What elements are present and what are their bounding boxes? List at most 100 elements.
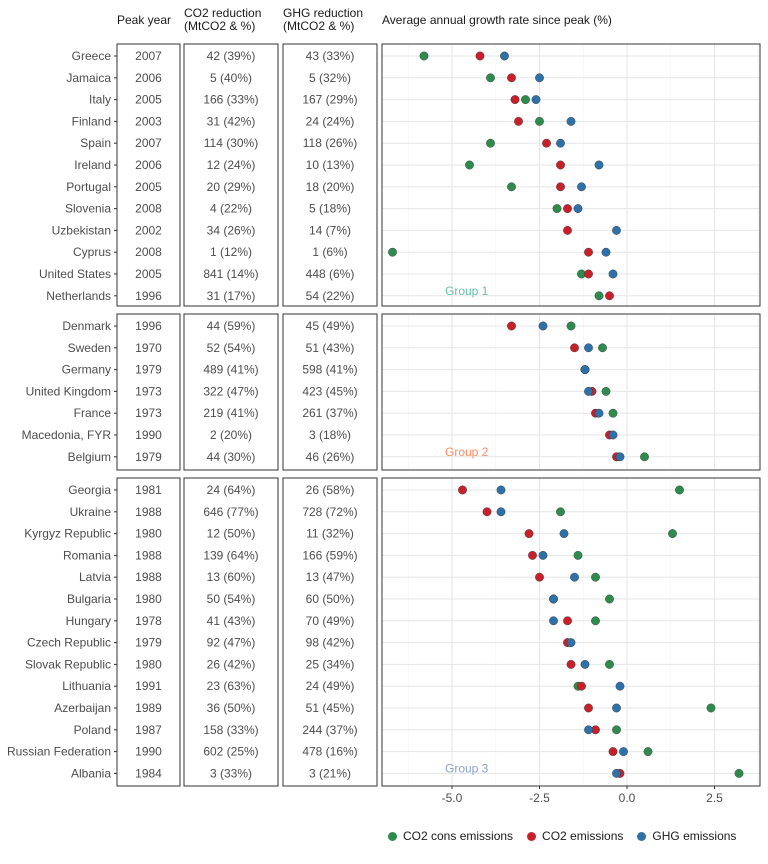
ghg-point xyxy=(549,594,558,604)
ghg-reduction-cell: 54 (22%) xyxy=(306,289,355,303)
co2-point xyxy=(563,616,572,626)
co2-cons-point xyxy=(465,160,474,170)
country-label: Kyrgyz Republic xyxy=(24,527,111,541)
ghg-point xyxy=(570,572,579,582)
country-label: Germany xyxy=(62,363,111,377)
legend-item-ghg: GHG emissions xyxy=(637,829,736,843)
ghg-reduction-cell: 598 (41%) xyxy=(302,363,357,377)
co2-reduction-cell: 114 (30%) xyxy=(204,136,258,150)
country-label: France xyxy=(74,406,112,420)
peak-year-cell: 2005 xyxy=(135,180,162,194)
ghg-point xyxy=(580,660,590,669)
legend-label-co2: CO2 emissions xyxy=(542,829,624,843)
ghg-reduction-cell: 3 (21%) xyxy=(309,766,351,780)
growth-rate-header: Average annual growth rate since peak (%… xyxy=(382,13,612,27)
co2-reduction-cell: 31 (17%) xyxy=(207,289,256,303)
co2-cons-point xyxy=(486,73,495,83)
peak-year-cell: 1973 xyxy=(135,384,162,398)
ghg-reduction-cell: 43 (33%) xyxy=(306,49,355,63)
co2-reduction-cell: 158 (33%) xyxy=(203,723,258,737)
co2-point xyxy=(608,747,618,756)
ghg-point xyxy=(612,703,621,713)
ghg-reduction-header: GHG reduction (MtCO2 & %) xyxy=(283,7,363,33)
co2-reduction-cell: 602 (25%) xyxy=(203,745,258,759)
co2-point xyxy=(584,703,593,713)
peak-year-cell: 1979 xyxy=(135,363,162,377)
ghg-reduction-cell: 448 (6%) xyxy=(306,267,355,281)
co2-reduction-cell: 23 (63%) xyxy=(207,679,256,693)
co2-reduction-cell: 52 (54%) xyxy=(207,341,256,355)
co2-reduction-cell: 44 (30%) xyxy=(207,450,256,464)
country-label: Poland xyxy=(74,723,111,737)
ghg-point xyxy=(549,616,558,626)
ghg-reduction-cell: 18 (20%) xyxy=(306,180,355,194)
x-tick-label: -5.0 xyxy=(442,791,463,805)
country-label: Latvia xyxy=(79,570,111,584)
ghg-point xyxy=(500,51,509,61)
co2-reduction-cell: 5 (40%) xyxy=(210,71,252,85)
peak-year-cell: 1990 xyxy=(135,428,162,442)
peak-year-cell: 1996 xyxy=(135,289,162,303)
ghg-point xyxy=(580,365,590,374)
legend-dot-co2 xyxy=(527,831,537,841)
co2-point xyxy=(535,572,544,582)
co2-reduction-cell: 139 (64%) xyxy=(203,548,258,562)
co2-reduction-cell: 12 (24%) xyxy=(207,158,256,172)
ghg-reduction-cell: 728 (72%) xyxy=(302,505,357,519)
group-label: Group 3 xyxy=(445,761,489,775)
co2-reduction-cell: 31 (42%) xyxy=(207,114,256,128)
ghg-reduction-cell: 26 (58%) xyxy=(306,483,355,497)
group-label: Group 2 xyxy=(445,445,489,459)
co2-point xyxy=(475,51,485,61)
ghg-reduction-cell: 51 (43%) xyxy=(306,341,355,355)
ghg-reduction-header-line1: GHG reduction xyxy=(283,6,364,20)
ghg-reduction-cell: 244 (37%) xyxy=(302,723,357,737)
co2-reduction-cell: 36 (50%) xyxy=(207,701,256,715)
country-label: Romania xyxy=(63,548,111,562)
co2-reduction-cell: 34 (26%) xyxy=(207,223,256,237)
co2-point xyxy=(584,247,593,257)
ghg-point xyxy=(559,529,569,538)
co2-cons-point xyxy=(388,247,397,257)
country-label: Portugal xyxy=(66,180,111,194)
ghg-point xyxy=(594,408,604,418)
x-tick-label: 0.0 xyxy=(619,791,636,805)
legend-dot-ghg xyxy=(637,831,647,841)
co2-reduction-cell: 24 (64%) xyxy=(207,483,256,497)
co2-reduction-cell: 41 (43%) xyxy=(207,614,256,628)
co2-cons-point xyxy=(668,529,677,538)
co2-cons-point xyxy=(608,408,618,418)
ghg-reduction-cell: 13 (47%) xyxy=(306,570,355,584)
peak-year-cell: 2008 xyxy=(135,202,162,216)
ghg-point xyxy=(584,343,593,353)
co2-point xyxy=(570,343,579,353)
peak-year-cell: 1988 xyxy=(135,548,162,562)
ghg-reduction-cell: 261 (37%) xyxy=(302,406,357,420)
co2-reduction-cell: 20 (29%) xyxy=(207,180,256,194)
panel-border-peak xyxy=(116,477,181,787)
country-label: Czech Republic xyxy=(27,636,111,650)
country-label: Slovak Republic xyxy=(25,657,111,671)
co2-reduction-cell: 322 (47%) xyxy=(203,384,258,398)
co2-cons-point xyxy=(486,138,495,148)
co2-reduction-cell: 92 (47%) xyxy=(207,636,256,650)
ghg-reduction-header-line2: (MtCO2 & %) xyxy=(283,19,355,33)
peak-year-cell: 2006 xyxy=(135,71,162,85)
co2-cons-point xyxy=(601,386,611,396)
peak-year-cell: 2007 xyxy=(135,136,162,150)
co2-cons-point xyxy=(566,321,576,331)
peak-year-cell: 2007 xyxy=(135,49,162,63)
co2-point xyxy=(482,507,492,517)
panel-border-peak xyxy=(116,43,181,307)
ghg-point xyxy=(615,681,625,691)
country-label: Jamaica xyxy=(66,71,111,85)
co2-point xyxy=(510,95,520,105)
ghg-point xyxy=(538,321,548,331)
co2-cons-point xyxy=(573,551,583,560)
co2-reduction-cell: 42 (39%) xyxy=(207,49,256,63)
peak-year-cell: 1981 xyxy=(135,483,162,497)
panel-border-co2 xyxy=(183,313,279,471)
co2-reduction-cell: 12 (50%) xyxy=(207,527,256,541)
co2-cons-point xyxy=(552,204,562,214)
legend-item-co2-cons: CO2 cons emissions xyxy=(388,829,513,843)
